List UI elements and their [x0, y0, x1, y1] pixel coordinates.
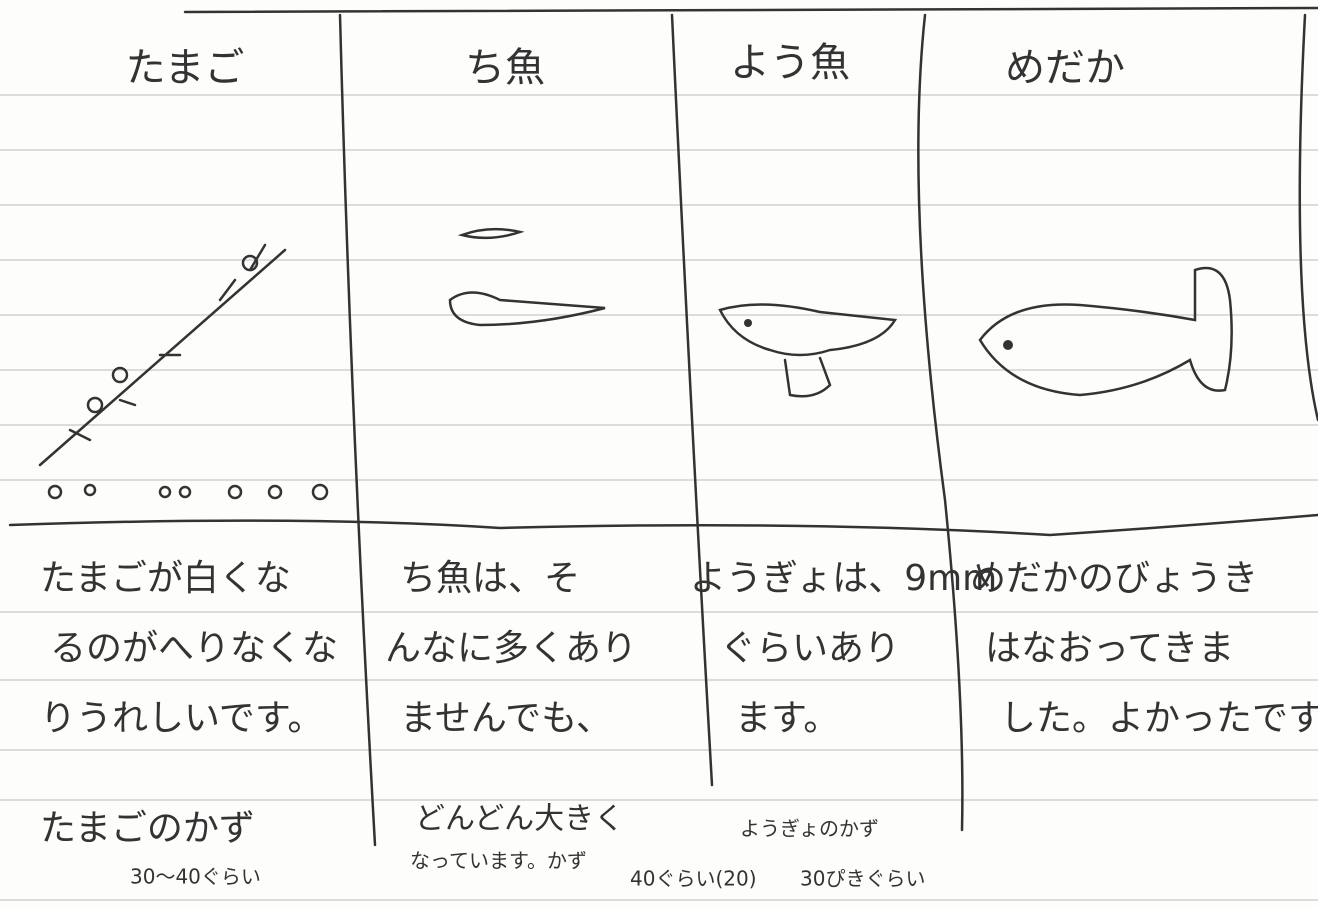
note-line: たまごが白くな	[40, 558, 291, 599]
ruled-lines	[0, 94, 1318, 901]
footer-note: たまごのかず	[40, 808, 255, 849]
note-line: るのがへりなくな	[50, 628, 338, 669]
drawings	[38, 227, 1233, 501]
column-heading: よう魚	[730, 40, 850, 86]
note-line: した。よかったです	[1000, 698, 1318, 739]
footer-note: 40ぐらい(20)	[630, 867, 757, 891]
footer-note: なっています。かず	[410, 849, 587, 873]
note-line: ませんでも、	[400, 698, 612, 739]
footer-note: 30ぴきぐらい	[800, 867, 925, 891]
note-line: ようぎょは、9mm	[690, 558, 997, 599]
note-line: ち魚は、そ	[400, 558, 580, 599]
table-frame	[8, 6, 1318, 847]
fish-eye	[744, 319, 752, 327]
note-line: りうれしいです。	[40, 698, 323, 739]
column-heading: めだか	[1005, 45, 1125, 91]
footer-note: ようぎょのかず	[740, 817, 879, 841]
note-line: めだかのびょうき	[970, 558, 1258, 599]
fish-eye	[1003, 340, 1013, 350]
column-heading: ち魚	[465, 45, 545, 91]
footer-note: 30〜40ぐらい	[130, 865, 261, 889]
note-line: ます。	[735, 698, 839, 739]
column-heading: たまご	[126, 45, 245, 91]
note-line: はなおってきま	[985, 628, 1234, 669]
note-line: ぐらいあり	[720, 628, 900, 669]
note-line: んなに多くあり	[385, 628, 637, 669]
footer-note: どんどん大きく	[415, 802, 624, 837]
